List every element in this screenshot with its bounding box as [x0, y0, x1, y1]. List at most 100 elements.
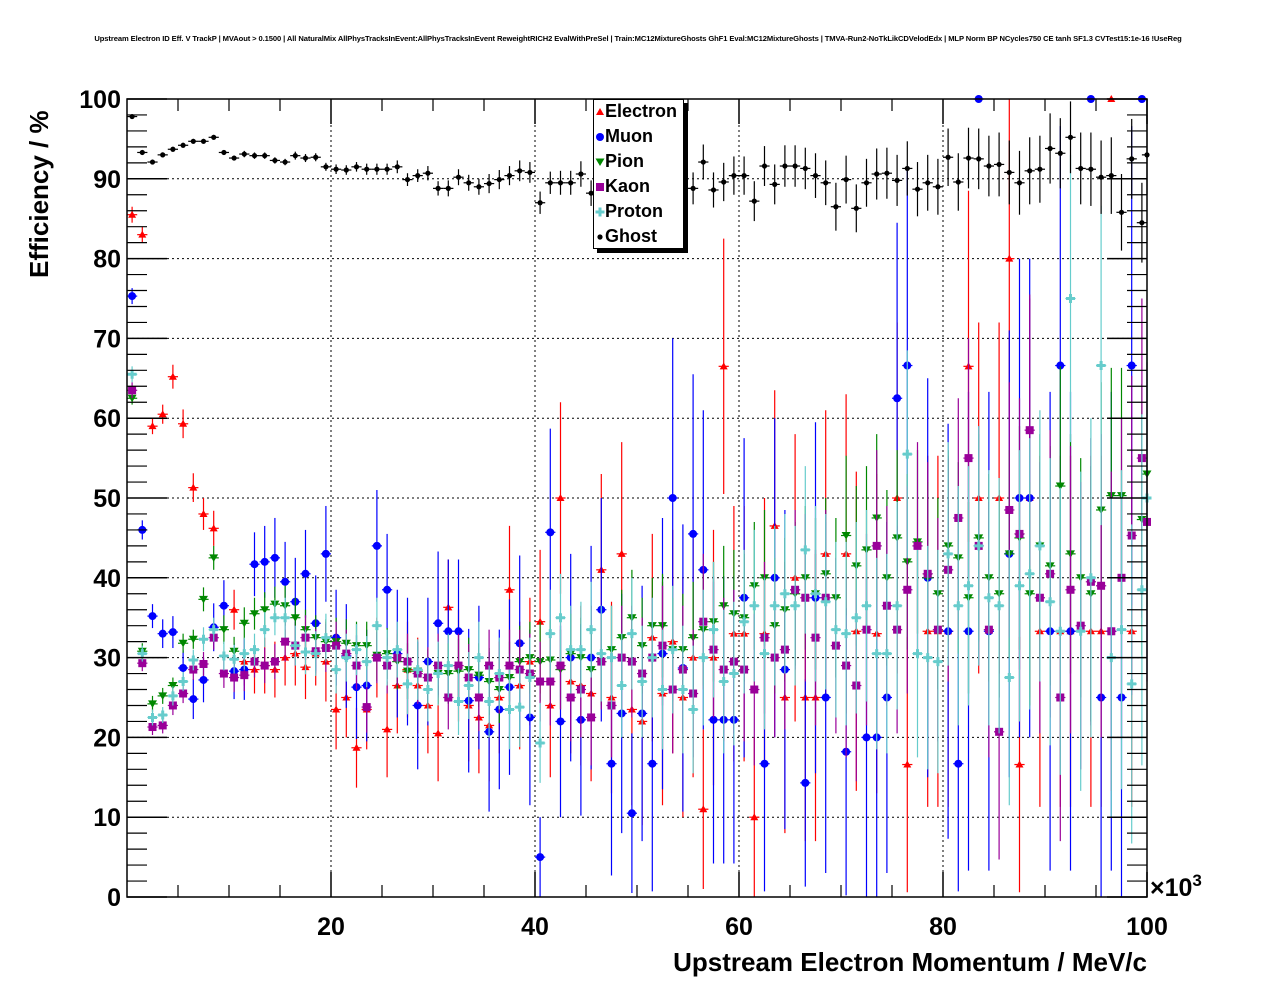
data-point-proton — [1136, 414, 1147, 766]
marker-cross — [443, 661, 453, 671]
data-point-ghost — [535, 191, 546, 214]
marker-triangle-down — [219, 626, 229, 634]
legend-marker-circle — [596, 133, 604, 141]
data-point-electron — [127, 206, 138, 223]
data-point-proton — [677, 625, 688, 754]
data-point-ghost — [310, 153, 321, 162]
data-point-ghost — [1034, 135, 1045, 203]
marker-circle — [648, 759, 657, 768]
marker-triangle-up — [536, 617, 545, 625]
marker-small-diamond — [1098, 174, 1104, 180]
data-point-proton — [229, 644, 240, 674]
data-point-proton — [718, 609, 729, 754]
data-point-ghost — [943, 128, 954, 186]
data-point-ghost — [157, 152, 168, 158]
marker-square — [179, 689, 188, 698]
marker-small-diamond — [282, 159, 288, 165]
marker-cross — [709, 625, 718, 635]
data-point-pion — [218, 615, 229, 645]
marker-triangle-down — [209, 554, 219, 562]
marker-small-diamond — [292, 153, 298, 159]
marker-small-diamond — [996, 161, 1002, 168]
marker-small-diamond — [802, 165, 808, 172]
series-pion — [127, 338, 1152, 724]
marker-circle — [556, 717, 565, 726]
marker-triangle-down — [841, 532, 851, 540]
marker-circle — [179, 663, 188, 672]
marker-cross — [454, 696, 463, 706]
data-point-ghost — [708, 172, 719, 208]
marker-small-diamond — [302, 155, 309, 161]
marker-small-diamond — [517, 168, 523, 174]
data-point-proton — [800, 466, 811, 634]
marker-circle — [536, 853, 545, 862]
marker-square — [903, 585, 912, 594]
data-point-ghost — [953, 153, 964, 211]
marker-small-diamond — [894, 177, 900, 183]
data-point-proton — [790, 525, 801, 686]
marker-cross — [280, 613, 290, 623]
data-point-electron — [137, 226, 148, 243]
marker-small-diamond — [823, 180, 829, 186]
marker-square — [138, 659, 147, 668]
data-point-ghost — [290, 151, 301, 160]
data-point-proton — [494, 637, 505, 710]
data-point-proton — [1126, 524, 1137, 844]
data-point-muon — [157, 619, 168, 649]
data-point-ghost — [351, 162, 362, 172]
data-point-ghost — [239, 150, 250, 158]
data-point-ghost — [422, 166, 433, 181]
data-point-ghost — [688, 172, 699, 205]
data-point-proton — [616, 633, 627, 738]
data-point-ghost — [1136, 182, 1147, 263]
data-point-proton — [412, 639, 423, 700]
data-layer — [127, 95, 1152, 897]
data-point-proton — [657, 629, 668, 750]
marker-cross — [851, 613, 861, 623]
data-point-ghost — [881, 147, 892, 199]
marker-triangle-up — [189, 483, 198, 491]
data-point-muon — [382, 533, 393, 646]
data-point-proton — [667, 585, 678, 714]
data-point-ghost — [1024, 137, 1035, 205]
legend-marker-shape — [596, 183, 604, 191]
data-point-ghost — [739, 156, 750, 195]
marker-circle — [321, 549, 330, 558]
marker-circle — [893, 394, 902, 403]
marker-small-diamond — [353, 164, 360, 170]
data-point-pion — [198, 587, 209, 612]
data-point-proton — [575, 601, 586, 698]
tick-marks — [127, 98, 1148, 898]
data-point-ghost — [586, 180, 597, 206]
marker-cross — [627, 629, 637, 639]
data-point-proton — [922, 545, 933, 770]
data-point-proton — [473, 621, 484, 694]
data-point-ghost — [484, 174, 495, 194]
data-point-muon — [188, 679, 199, 720]
data-point-ghost — [790, 145, 801, 187]
marker-cross — [525, 673, 535, 683]
data-point-ghost — [973, 128, 984, 190]
data-point-proton — [1065, 154, 1076, 443]
marker-cross — [760, 649, 769, 659]
data-point-electron — [157, 404, 168, 424]
marker-small-diamond — [404, 176, 411, 183]
marker-cross — [1086, 573, 1096, 583]
marker-circle — [168, 628, 177, 637]
marker-cross — [239, 649, 249, 659]
marker-cross — [913, 649, 922, 659]
data-point-ghost — [759, 146, 770, 186]
data-point-ghost — [147, 159, 158, 165]
marker-triangle-up — [199, 509, 208, 517]
marker-cross — [647, 653, 657, 663]
marker-square — [872, 541, 881, 550]
x-axis-title: Upstream Electron Momentum / MeV/c — [673, 947, 1147, 977]
data-point-ghost — [463, 174, 474, 191]
marker-circle — [546, 528, 555, 537]
data-point-proton — [1075, 471, 1086, 791]
data-point-proton — [769, 525, 780, 686]
data-point-ghost — [514, 160, 525, 182]
marker-cross — [219, 651, 229, 661]
data-point-ghost — [1045, 113, 1056, 184]
marker-cross — [1127, 679, 1137, 689]
